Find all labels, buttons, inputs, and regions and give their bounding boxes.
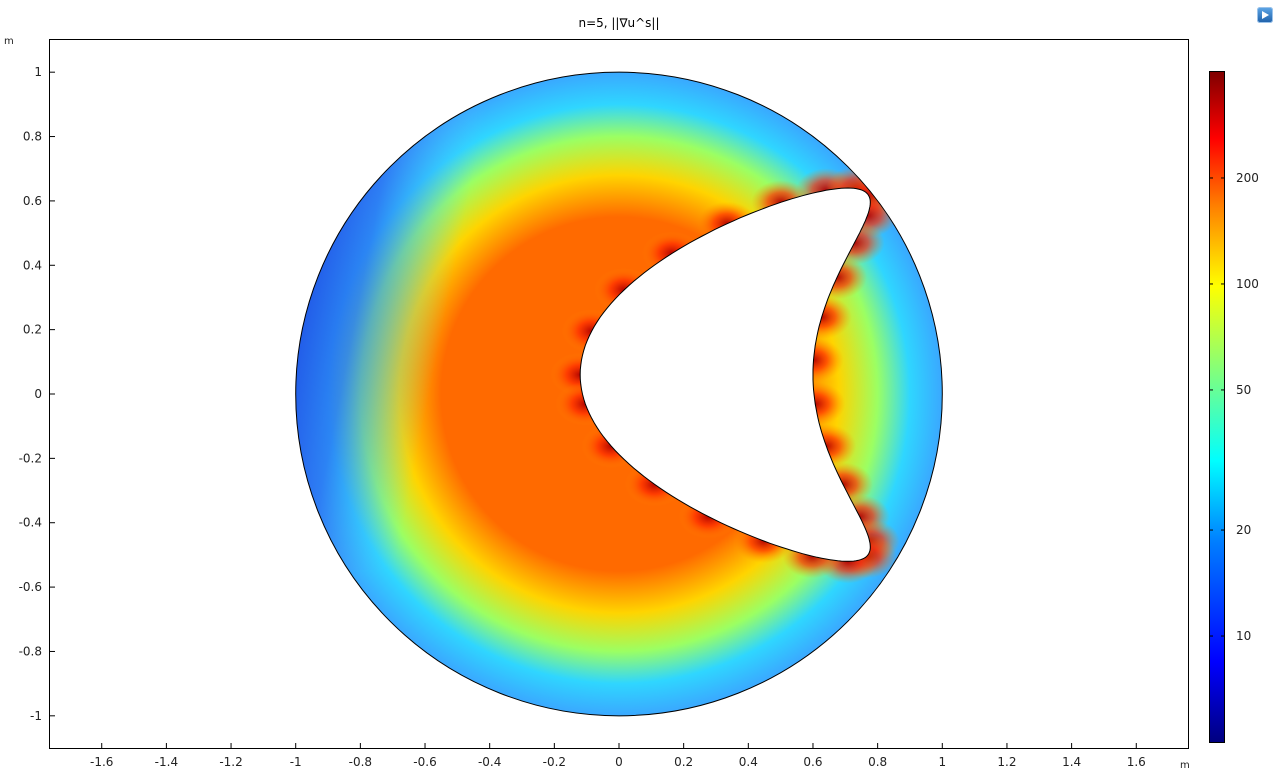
colorbar-tick-label: 100 [1236,277,1259,291]
y-tick-label: -0.4 [19,516,42,530]
x-tick-label: -0.6 [413,755,436,769]
x-tick-label: 0.8 [868,755,887,769]
y-tick-label: -0.8 [19,644,42,658]
y-tick-label: -0.6 [19,580,42,594]
x-tick-label: 0.4 [739,755,758,769]
x-tick-label: 0.6 [803,755,822,769]
y-axis-unit: m [4,36,14,47]
x-tick-label: -1.2 [219,755,242,769]
x-tick-label: 1.4 [1062,755,1081,769]
x-axis-unit: m [1180,760,1190,771]
x-tick-label: -0.2 [543,755,566,769]
y-tick-label: 0 [34,387,42,401]
x-tick-label: 1.2 [997,755,1016,769]
y-tick-label: 1 [34,65,42,79]
y-tick-label: 0.6 [23,194,42,208]
x-tick-label: -0.4 [478,755,501,769]
x-tick-label: -1.4 [155,755,178,769]
chart-title: n=5, ||∇u^s|| [578,16,659,30]
y-axis-ticks: 1 0.8 0.6 0.4 0.2 0 -0.2 -0.4 -0.6 -0.8 -1 [19,65,55,723]
play-logo-icon[interactable] [1257,7,1273,23]
colorbar-tick-label: 20 [1236,523,1251,537]
x-tick-label: 1.6 [1127,755,1146,769]
x-tick-label: 1 [938,755,946,769]
x-tick-label: -0.8 [349,755,372,769]
y-tick-label: -1 [30,709,42,723]
x-axis-ticks: -1.6 -1.4 -1.2 -1 -0.8 -0.6 -0.4 -0.2 0 0.2 0.4 0.6… [90,743,1146,769]
colorbar-ticks: 200 100 50 20 10 [1209,171,1259,643]
x-tick-label: -1 [290,755,302,769]
y-tick-label: 0.4 [23,258,42,272]
colorbar-tick-label: 10 [1236,629,1251,643]
x-tick-label: -1.6 [90,755,113,769]
x-tick-label: 0 [615,755,623,769]
colorbar-tick-label: 200 [1236,171,1259,185]
colorbar-tick-label: 50 [1236,383,1251,397]
y-tick-label: 0.8 [23,130,42,144]
x-tick-label: 0.2 [674,755,693,769]
colorbar [1209,71,1225,743]
y-tick-label: -0.2 [19,451,42,465]
y-tick-label: 0.2 [23,323,42,337]
domain-outline [295,71,943,717]
